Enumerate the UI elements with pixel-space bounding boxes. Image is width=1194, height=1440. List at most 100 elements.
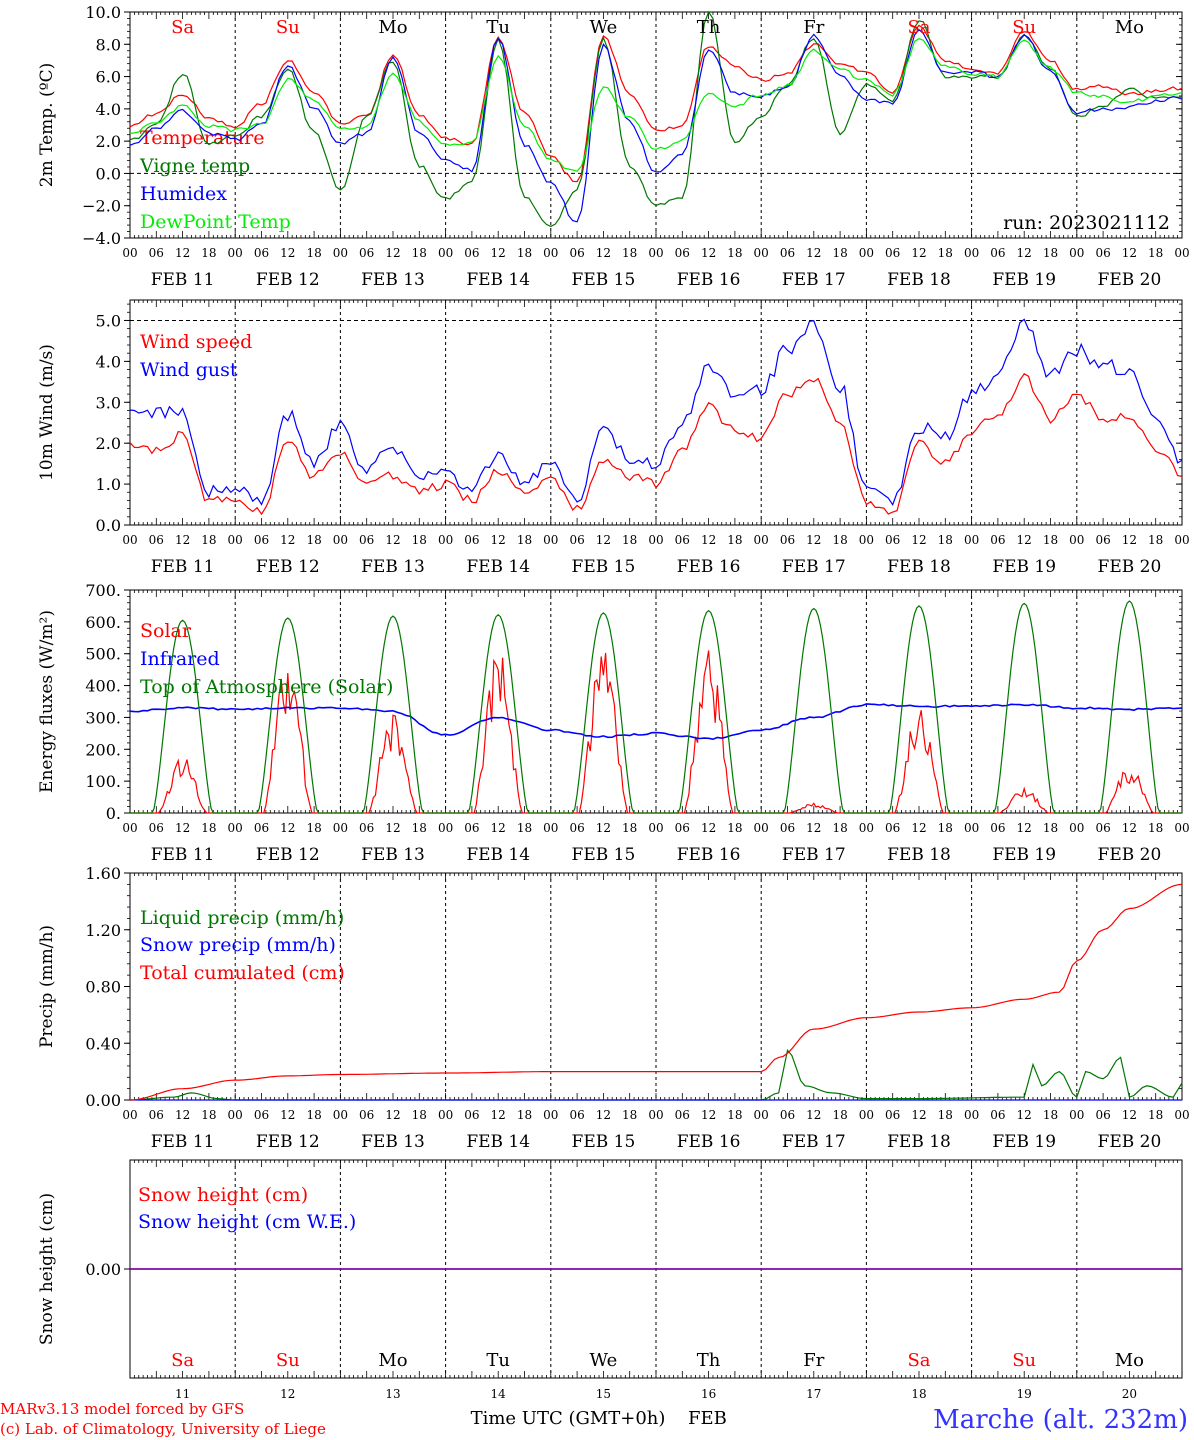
hour-label: 06	[780, 533, 795, 547]
date-label: FEB 13	[361, 1132, 425, 1152]
day-name: Mo	[378, 1350, 407, 1371]
hour-label: 12	[911, 246, 926, 260]
day-number: 11	[175, 1387, 190, 1401]
hour-label: 00	[648, 246, 663, 260]
y-tick-label: 600.	[85, 613, 121, 632]
hour-label: 00	[122, 821, 137, 835]
hour-label: 06	[254, 821, 269, 835]
hour-label: 06	[780, 246, 795, 260]
hour-label: 06	[1095, 533, 1110, 547]
day-name: Su	[1012, 1350, 1036, 1371]
date-label: FEB 20	[1098, 845, 1162, 865]
hour-label: 00	[543, 1108, 558, 1122]
date-label: FEB 16	[677, 1132, 741, 1152]
date-label: FEB 16	[677, 557, 741, 577]
day-name: Sa	[171, 1350, 194, 1371]
series-line-wind-speed	[129, 373, 1183, 516]
day-name: Mo	[1115, 17, 1144, 38]
hour-label: 12	[175, 246, 190, 260]
date-label: FEB 14	[466, 1132, 530, 1152]
date-label: FEB 15	[572, 845, 636, 865]
date-label: FEB 14	[466, 845, 530, 865]
hour-label: 18	[1043, 821, 1058, 835]
hour-label: 00	[1069, 821, 1084, 835]
hour-label: 00	[964, 246, 979, 260]
y-tick-label: 500.	[85, 645, 121, 664]
hour-label: 00	[543, 246, 558, 260]
hour-label: 00	[964, 1108, 979, 1122]
date-label: FEB 13	[361, 845, 425, 865]
hour-label: 06	[569, 246, 584, 260]
hour-label: 12	[491, 246, 506, 260]
hour-label: 18	[412, 533, 427, 547]
y-tick-label: 0.0	[96, 164, 121, 183]
date-label: FEB 11	[151, 270, 215, 290]
hour-label: 06	[990, 1108, 1005, 1122]
day-name: Mo	[1115, 1350, 1144, 1371]
day-name: Su	[276, 1350, 300, 1371]
date-label: FEB 19	[992, 845, 1056, 865]
hour-label: 00	[122, 1108, 137, 1122]
legend-item: Total cumulated (cm)	[140, 962, 345, 984]
hour-label: 18	[622, 533, 637, 547]
date-label: FEB 17	[782, 557, 846, 577]
hour-label: 12	[385, 533, 400, 547]
day-name: Sa	[171, 17, 194, 38]
day-name: Th	[697, 17, 721, 38]
y-tick-label: 700.	[85, 581, 121, 600]
date-label: FEB 18	[887, 557, 951, 577]
hour-label: 18	[832, 246, 847, 260]
hour-label: 06	[254, 1108, 269, 1122]
hour-label: 00	[859, 246, 874, 260]
day-number: 14	[491, 1387, 507, 1401]
hour-label: 00	[122, 533, 137, 547]
hour-label: 18	[306, 246, 321, 260]
date-label: FEB 11	[151, 557, 215, 577]
hour-label: 18	[517, 533, 532, 547]
hour-label: 18	[306, 821, 321, 835]
hour-label: 12	[701, 821, 716, 835]
hour-label: 18	[517, 1108, 532, 1122]
y-tick-label: −4.0	[82, 229, 121, 248]
hour-label: 00	[1174, 533, 1189, 547]
hour-label: 00	[438, 533, 453, 547]
y-tick-label: 0.00	[85, 1260, 121, 1279]
y-tick-label: −2.0	[82, 197, 121, 216]
day-number: 16	[701, 1387, 716, 1401]
y-axis-title: Snow height (cm)	[37, 1193, 57, 1345]
date-label: FEB 17	[782, 1132, 846, 1152]
date-label: FEB 12	[256, 845, 320, 865]
date-label: FEB 20	[1098, 557, 1162, 577]
series-line-infrared	[129, 703, 1183, 741]
day-name: We	[590, 1350, 618, 1371]
hour-label: 12	[1122, 821, 1137, 835]
hour-label: 12	[280, 821, 295, 835]
hour-label: 18	[727, 533, 742, 547]
hour-label: 18	[832, 821, 847, 835]
hour-label: 12	[491, 1108, 506, 1122]
day-name: Fr	[803, 17, 824, 38]
hour-label: 18	[201, 821, 216, 835]
date-label: FEB 13	[361, 557, 425, 577]
legend-item: Solar	[140, 620, 192, 642]
date-label: FEB 17	[782, 270, 846, 290]
hour-label: 06	[149, 821, 164, 835]
y-axis-title: Energy fluxes (W/m²)	[37, 610, 57, 793]
y-tick-label: 2.0	[96, 132, 121, 151]
hour-label: 06	[569, 1108, 584, 1122]
hour-label: 00	[648, 821, 663, 835]
y-tick-label: 4.0	[96, 100, 121, 119]
hour-label: 00	[438, 821, 453, 835]
hour-label: 18	[1148, 821, 1163, 835]
series-line-liquid-precip-mm-h-	[129, 1048, 1183, 1101]
hour-label: 12	[701, 1108, 716, 1122]
model-credit: MARv3.13 model forced by GFS	[0, 1400, 244, 1418]
y-tick-label: 0.0	[96, 516, 121, 535]
legend-item: Temperature	[140, 127, 264, 149]
hour-label: 18	[517, 246, 532, 260]
hour-label: 18	[727, 246, 742, 260]
date-label: FEB 19	[992, 1132, 1056, 1152]
hour-label: 00	[964, 821, 979, 835]
y-tick-label: 1.20	[85, 921, 121, 940]
hour-label: 00	[648, 1108, 663, 1122]
